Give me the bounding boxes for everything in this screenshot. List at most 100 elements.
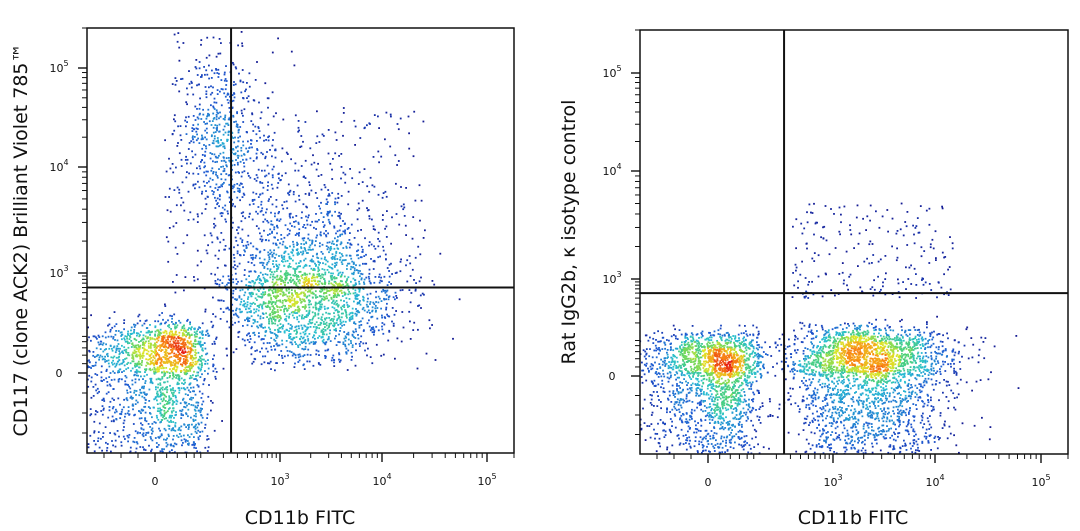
event-dot — [172, 373, 175, 376]
event-dot — [170, 429, 173, 432]
event-dot — [123, 337, 126, 340]
event-dot — [104, 426, 107, 428]
event-dot — [311, 275, 314, 278]
event-dot — [216, 197, 219, 200]
event-dot — [102, 432, 105, 434]
event-dot — [181, 363, 184, 366]
event-dot — [124, 340, 127, 343]
event-dot — [123, 419, 126, 422]
event-dot — [193, 331, 196, 334]
event-dot — [192, 374, 194, 377]
event-dot — [192, 397, 194, 399]
event-dot — [88, 361, 91, 364]
event-dot — [850, 233, 853, 236]
event-dot — [178, 90, 181, 93]
event-dot — [356, 301, 359, 304]
event-dot — [271, 322, 274, 325]
event-dot — [322, 341, 325, 344]
event-dot — [214, 315, 217, 318]
event-dot — [264, 355, 267, 358]
event-dot — [320, 188, 323, 191]
event-dot — [210, 234, 213, 237]
event-dot — [103, 348, 106, 351]
event-dot — [319, 277, 322, 280]
event-dot — [141, 354, 144, 357]
event-dot — [92, 365, 95, 367]
event-dot — [213, 97, 216, 100]
event-dot — [384, 227, 386, 230]
event-dot — [233, 164, 236, 166]
event-dot — [226, 283, 228, 286]
event-dot — [253, 341, 256, 344]
event-dot — [417, 305, 419, 307]
event-dot — [152, 362, 155, 365]
event-dot — [297, 305, 300, 308]
event-dot — [111, 347, 113, 350]
event-dot — [235, 313, 238, 316]
event-dot — [243, 162, 245, 164]
event-dot — [164, 303, 166, 306]
event-dot — [96, 374, 99, 376]
event-dot — [139, 391, 142, 394]
event-dot — [300, 340, 303, 343]
event-dot — [186, 372, 189, 375]
event-dot — [192, 342, 195, 345]
event-dot — [132, 358, 135, 360]
event-dot — [190, 80, 193, 83]
event-dot — [112, 336, 115, 338]
event-dot — [87, 385, 90, 388]
event-dot — [301, 316, 303, 318]
event-dot — [405, 234, 407, 236]
event-dot — [133, 331, 135, 334]
event-dot — [89, 408, 92, 410]
event-dot — [247, 140, 249, 143]
event-dot — [277, 267, 279, 270]
event-dot — [184, 360, 187, 363]
event-dot — [418, 280, 421, 283]
event-dot — [201, 337, 204, 340]
event-dot — [188, 436, 191, 438]
event-dot — [204, 427, 206, 429]
event-dot — [311, 242, 313, 245]
event-dot — [194, 419, 197, 421]
event-dot — [124, 412, 127, 415]
event-dot — [293, 225, 296, 228]
event-dot — [276, 186, 279, 189]
event-dot — [194, 354, 197, 356]
event-dot — [317, 350, 320, 353]
event-dot — [168, 395, 171, 398]
event-dot — [256, 288, 259, 291]
event-dot — [314, 312, 316, 314]
event-dot — [196, 84, 198, 87]
event-dot — [292, 310, 294, 313]
event-dot — [236, 187, 239, 190]
event-dot — [265, 208, 268, 211]
event-dot — [165, 354, 168, 357]
event-dot — [265, 239, 267, 241]
event-dot — [319, 231, 322, 234]
event-dot — [132, 360, 135, 363]
event-dot — [155, 341, 158, 344]
event-dot — [299, 343, 301, 346]
event-dot — [396, 337, 399, 340]
event-dot — [359, 137, 362, 139]
event-dot — [212, 105, 215, 108]
event-dot — [271, 203, 274, 206]
event-dot — [429, 327, 431, 330]
event-dot — [116, 360, 119, 363]
event-dot — [184, 366, 187, 369]
event-dot — [205, 174, 208, 177]
event-dot — [139, 357, 142, 360]
event-dot — [193, 408, 196, 411]
event-dot — [371, 184, 374, 187]
event-dot — [171, 364, 174, 366]
event-dot — [145, 420, 148, 423]
event-dot — [182, 342, 184, 344]
event-dot — [170, 343, 172, 346]
event-dot — [106, 443, 109, 445]
event-dot — [125, 357, 128, 360]
event-dot — [164, 139, 166, 142]
event-dot — [258, 324, 261, 327]
event-dot — [234, 272, 237, 275]
